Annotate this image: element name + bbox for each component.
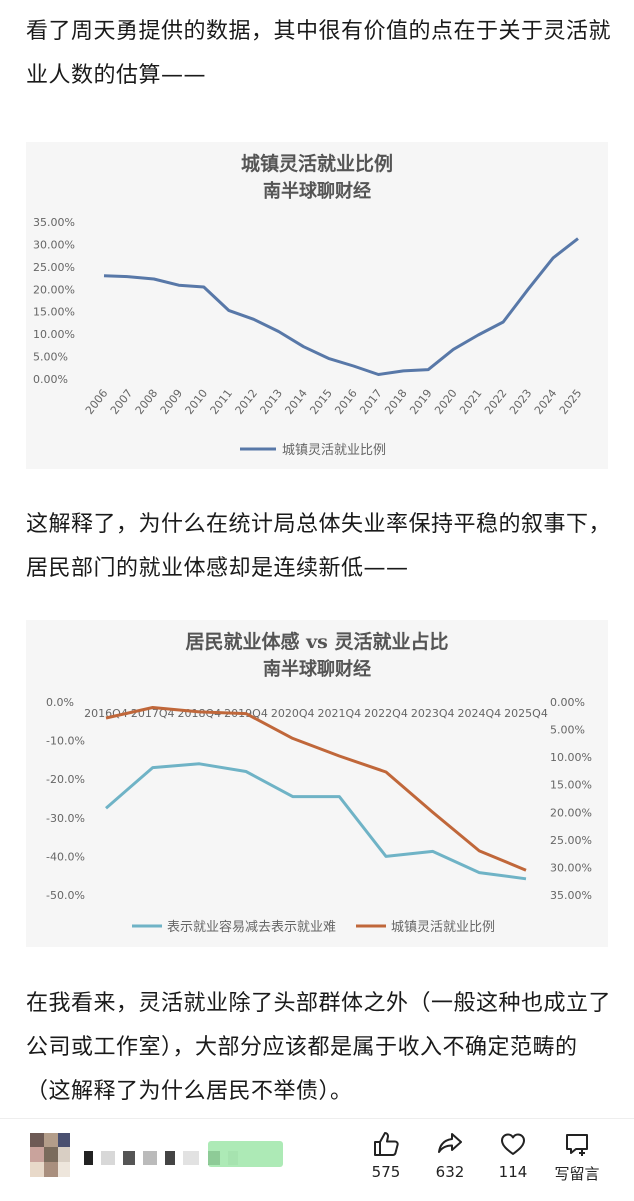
y-right-tick-label: 30.00% xyxy=(550,861,592,874)
x-tick-label: 2015 xyxy=(307,387,334,417)
y-tick-label: 30.00% xyxy=(33,238,75,251)
bottom-action-bar: 575 632 114 写留言 xyxy=(0,1118,634,1201)
y-left-tick-label: -40.0% xyxy=(46,850,85,863)
blurred-badge xyxy=(208,1141,283,1167)
y-left-tick-label: -30.0% xyxy=(46,812,85,825)
y-right-tick-label: 5.00% xyxy=(550,724,585,737)
y-tick-label: 15.00% xyxy=(33,306,75,319)
chart-1-svg: 城镇灵活就业比例南半球聊财经35.00%30.00%25.00%20.00%15… xyxy=(33,152,584,458)
y-tick-label: 25.00% xyxy=(33,261,75,274)
share-count: 632 xyxy=(435,1163,465,1181)
legend-label-left: 表示就业容易减去表示就业难 xyxy=(167,919,336,935)
series-line-right xyxy=(105,706,527,872)
x-tick-label: 2020Q4 xyxy=(271,707,315,720)
like-button[interactable]: 575 xyxy=(356,1129,416,1181)
y-left-tick-label: 0.0% xyxy=(46,696,74,709)
x-tick-label: 2022Q4 xyxy=(364,707,408,720)
comment-label: 写留言 xyxy=(554,1165,600,1183)
share-arrow-icon xyxy=(438,1133,462,1153)
x-tick-label: 2018 xyxy=(382,387,409,417)
chart-subtitle: 南半球聊财经 xyxy=(263,658,371,680)
x-tick-label: 2024Q4 xyxy=(458,707,502,720)
x-tick-label: 2007 xyxy=(108,387,135,417)
paragraph-1: 看了周天勇提供的数据，其中很有价值的点在于关于灵活就业人数的估算—— xyxy=(26,19,612,88)
chart-title: 居民就业体感 vs 灵活就业占比 xyxy=(186,630,449,653)
y-right-tick-label: 35.00% xyxy=(550,889,592,902)
favorite-button[interactable]: 114 xyxy=(483,1129,543,1181)
series-line-left xyxy=(105,762,527,881)
x-tick-label: 2019 xyxy=(407,387,434,417)
paragraph-3: 在我看来，灵活就业除了头部群体之外（一般这种也成立了公司或工作室），大部分应该都… xyxy=(26,991,612,1104)
y-left-tick-label: -50.0% xyxy=(46,889,85,902)
y-left-tick-label: -10.0% xyxy=(46,735,85,748)
comment-add-icon xyxy=(566,1134,588,1156)
x-tick-label: 2021 xyxy=(457,387,484,417)
x-tick-label: 2010 xyxy=(183,387,210,417)
x-tick-label: 2008 xyxy=(133,387,160,417)
x-tick-label: 2014 xyxy=(282,387,309,417)
avatar[interactable] xyxy=(30,1133,70,1177)
chart-employment-sentiment: 居民就业体感 vs 灵活就业占比 南半球聊财经 0.0% -10.0% -20.0% -3… xyxy=(26,620,608,947)
x-tick-label: 2016 xyxy=(332,387,359,417)
share-button[interactable]: 632 xyxy=(420,1129,480,1181)
x-tick-label: 2011 xyxy=(208,387,235,417)
legend-label: 城镇灵活就业比例 xyxy=(282,443,386,458)
series-line xyxy=(103,237,579,376)
x-tick-label: 2021Q4 xyxy=(318,707,362,720)
y-right-tick-label: 0.00% xyxy=(550,696,585,709)
comment-button[interactable]: 写留言 xyxy=(547,1129,607,1184)
y-right-tick-label: 10.00% xyxy=(550,751,592,764)
x-tick-label: 2017 xyxy=(357,387,384,417)
x-tick-label: 2020 xyxy=(432,387,459,417)
chart-title: 城镇灵活就业比例 xyxy=(241,152,393,175)
x-tick-label: 2025 xyxy=(557,387,584,417)
y-tick-label: 0.00% xyxy=(33,373,68,386)
x-tick-label: 2012 xyxy=(233,387,260,417)
thumbs-up-icon xyxy=(374,1132,399,1156)
chart-subtitle: 南半球聊财经 xyxy=(263,180,371,202)
heart-icon xyxy=(501,1133,525,1155)
paragraph-2: 这解释了，为什么在统计局总体失业率保持平稳的叙事下，居民部门的就业体感却是连续新… xyxy=(26,512,612,581)
legend-label-right: 城镇灵活就业比例 xyxy=(391,920,495,935)
x-tick-label: 2024 xyxy=(532,387,559,417)
y-left-tick-label: -20.0% xyxy=(46,773,85,786)
x-tick-label: 2023Q4 xyxy=(411,707,455,720)
y-tick-label: 10.00% xyxy=(33,328,75,341)
x-tick-label: 2023 xyxy=(507,387,534,417)
x-tick-label: 2006 xyxy=(83,387,110,417)
favorite-count: 114 xyxy=(498,1163,528,1181)
y-right-tick-label: 15.00% xyxy=(550,779,592,792)
y-tick-label: 35.00% xyxy=(33,216,75,229)
y-tick-label: 5.00% xyxy=(33,351,68,364)
y-tick-label: 20.00% xyxy=(33,283,75,296)
x-tick-label: 2025Q4 xyxy=(504,707,548,720)
chart-flexible-employment: 城镇灵活就业比例 南半球聊财经 35.00% 30.00% 25.00% 20.00% 15… xyxy=(26,142,608,469)
x-tick-label: 2022 xyxy=(482,387,509,417)
x-tick-label: 2009 xyxy=(158,387,185,417)
like-count: 575 xyxy=(371,1163,401,1181)
x-tick-label: 2013 xyxy=(258,387,285,417)
y-right-tick-label: 20.00% xyxy=(550,806,592,819)
y-right-tick-label: 25.00% xyxy=(550,834,592,847)
